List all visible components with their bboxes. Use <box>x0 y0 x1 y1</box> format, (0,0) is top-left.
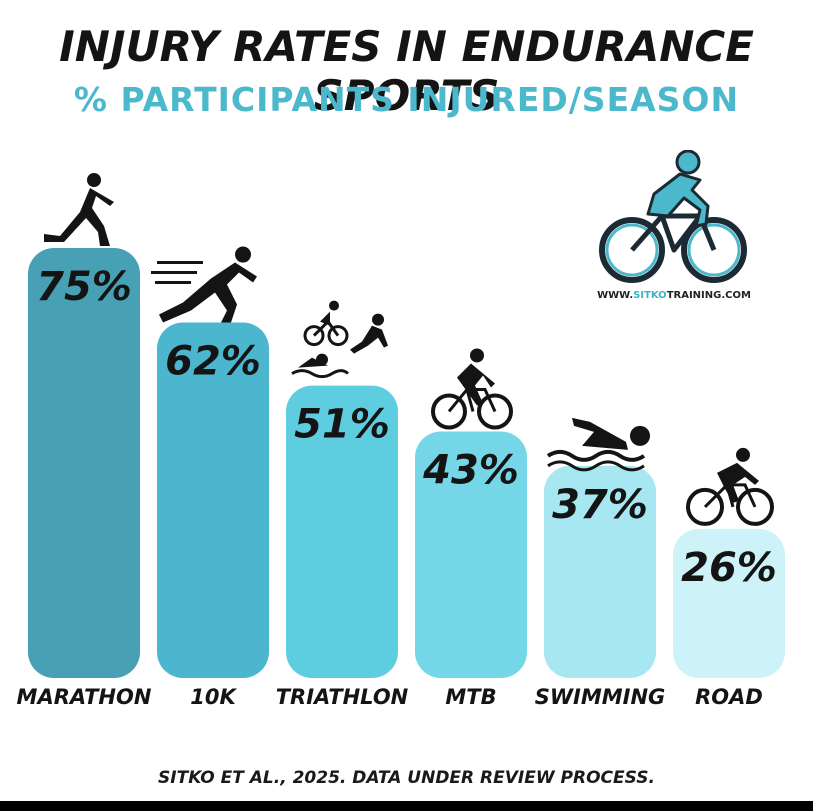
bar <box>28 248 140 678</box>
runner-icon <box>44 173 114 246</box>
triathlon-icon <box>291 300 388 379</box>
cyclist-logo-icon <box>599 149 747 283</box>
bar-group: 51% TRIATHLON <box>276 300 409 709</box>
category-label: ROAD <box>695 685 763 709</box>
category-label: 10K <box>190 685 237 709</box>
category-label: MTB <box>445 685 496 709</box>
bar-group: 37% SWIMMING <box>535 417 666 709</box>
sitko-training-logo: WWW.SITKOTRAINING.COM <box>596 149 752 310</box>
source-footnote: SITKO ET AL., 2025. DATA UNDER REVIEW PR… <box>158 768 655 788</box>
bar-group: 43% MTB <box>415 348 527 709</box>
bar <box>673 528 785 678</box>
bottom-border <box>0 801 813 811</box>
bar-group: 26% ROAD <box>673 447 785 709</box>
bar-value-label: 75% <box>36 264 132 310</box>
bar-value-label: 51% <box>294 402 390 448</box>
road-cyclist-icon <box>686 447 774 526</box>
bar-chart: 75% MARATHON 62% 10K 51% TRIATHLON 43% MTB 37% SW… <box>17 173 785 709</box>
category-label: TRIATHLON <box>276 685 409 709</box>
chart-title: INJURY RATES IN ENDURANCE SPORTS <box>59 22 754 120</box>
bar-value-label: 26% <box>681 545 777 591</box>
bar-value-label: 43% <box>422 447 519 493</box>
category-label: MARATHON <box>17 685 152 709</box>
mountain-biker-icon <box>431 348 513 430</box>
bar <box>415 431 527 678</box>
bar-value-label: 62% <box>165 339 261 385</box>
bar <box>286 385 398 678</box>
bar-value-label: 37% <box>552 482 648 528</box>
bar-group: 62% 10K <box>151 246 269 709</box>
bar-group: 75% MARATHON <box>17 173 152 709</box>
logo-text: WWW.SITKOTRAINING.COM <box>597 290 751 301</box>
bar <box>544 465 656 678</box>
bar <box>157 322 269 678</box>
sprinter-icon <box>151 246 257 323</box>
chart-subtitle: % PARTICIPANTS INJURED/SEASON <box>73 80 740 119</box>
category-label: SWIMMING <box>535 685 666 709</box>
swimmer-icon <box>546 417 650 472</box>
